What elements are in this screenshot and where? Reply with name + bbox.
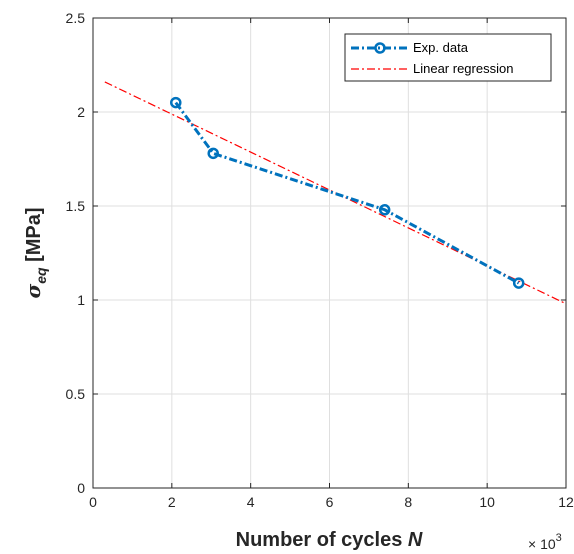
x-axis-label: Number of cycles N [236, 529, 423, 551]
y-axis-label-symbol: σ [21, 284, 45, 299]
x-axis-label-variable: N [408, 529, 423, 551]
x-tick-label: 0 [89, 494, 97, 510]
x-axis-multiplier-base: × 10 [528, 536, 556, 552]
x-axis-label-text: Number of cycles [236, 529, 408, 551]
y-tick-label: 1 [77, 292, 85, 308]
y-axis-label-subscript: eq [33, 267, 49, 284]
y-tick-label: 0.5 [66, 386, 86, 402]
exp-data-point [512, 277, 525, 289]
legend: Exp. data Linear regression [344, 33, 552, 82]
x-axis-multiplier: × 103 [528, 532, 562, 552]
x-tick-label: 4 [247, 494, 255, 510]
x-tick-label: 10 [479, 494, 495, 510]
y-axis-label-unit: [MPa] [23, 207, 45, 267]
y-tick-label: 1.5 [66, 198, 86, 214]
legend-box [344, 33, 552, 82]
y-axis-label: σeq [MPa] [21, 207, 49, 298]
regression-line [104, 81, 567, 305]
x-tick-label: 12 [558, 494, 574, 510]
y-tick-label: 2 [77, 104, 85, 120]
legend-exp-label: Exp. data [413, 40, 469, 55]
y-tick-label: 0 [77, 480, 85, 496]
x-tick-label: 2 [168, 494, 176, 510]
exp-data-point [170, 96, 182, 109]
data-layer [170, 96, 525, 289]
exp-data-point [207, 147, 219, 160]
regression-layer [104, 81, 567, 305]
y-tick-label: 2.5 [66, 10, 86, 26]
ticks: 0 2 4 6 8 10 12 0 0.5 1 1.5 2 2.5 [66, 10, 574, 510]
exp-data-point [378, 204, 391, 216]
grid [93, 18, 566, 488]
x-tick-label: 6 [326, 494, 334, 510]
legend-regression-label: Linear regression [413, 61, 513, 76]
x-tick-label: 8 [404, 494, 412, 510]
x-axis-multiplier-exponent: 3 [556, 532, 562, 544]
legend-exp-marker [374, 42, 386, 54]
